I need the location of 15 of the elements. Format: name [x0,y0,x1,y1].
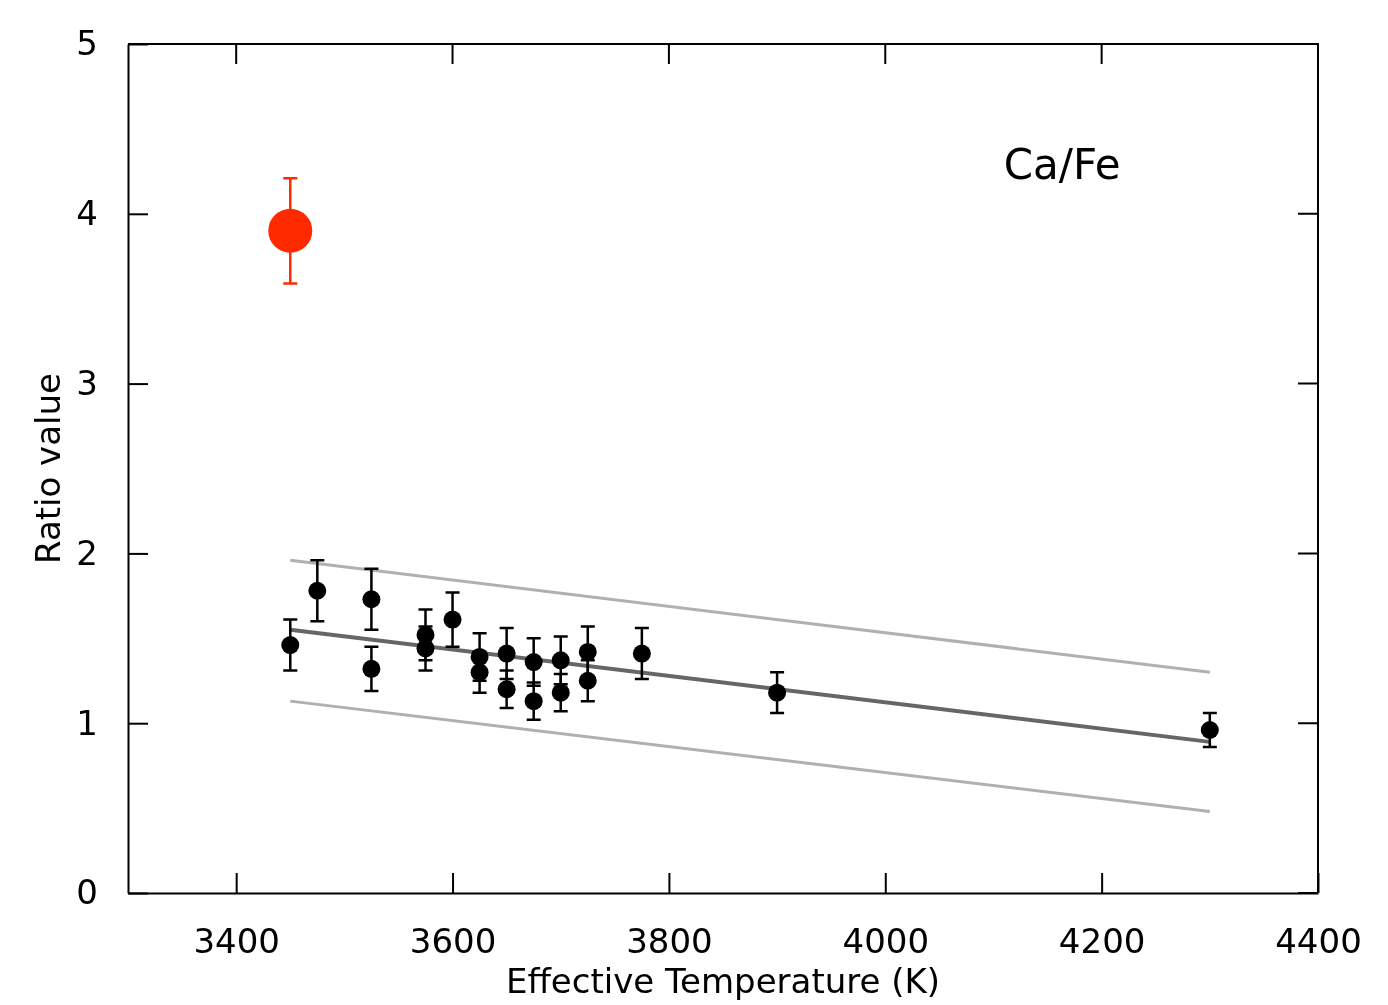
x-tick-label: 3800 [626,921,713,962]
x-tick-label: 4400 [1275,921,1362,962]
annotation: Ca/Fe [1003,140,1121,189]
x-tick-label: 3600 [409,921,497,962]
y-tick-label: 3 [76,362,98,403]
y-tick-label: 4 [76,193,98,234]
x-tick-label: 4200 [1058,921,1146,962]
y-tick-label: 0 [76,872,98,913]
y-tick-label: 5 [76,23,98,64]
x-tick-label: 4000 [842,921,930,962]
x-tick-label: 3400 [193,921,280,962]
x-axis-title: Effective Temperature (K) [505,961,941,1001]
y-tick-label: 2 [76,532,98,573]
y-tick-label: 1 [76,702,98,743]
y-axis-title: Ratio value [28,373,68,564]
